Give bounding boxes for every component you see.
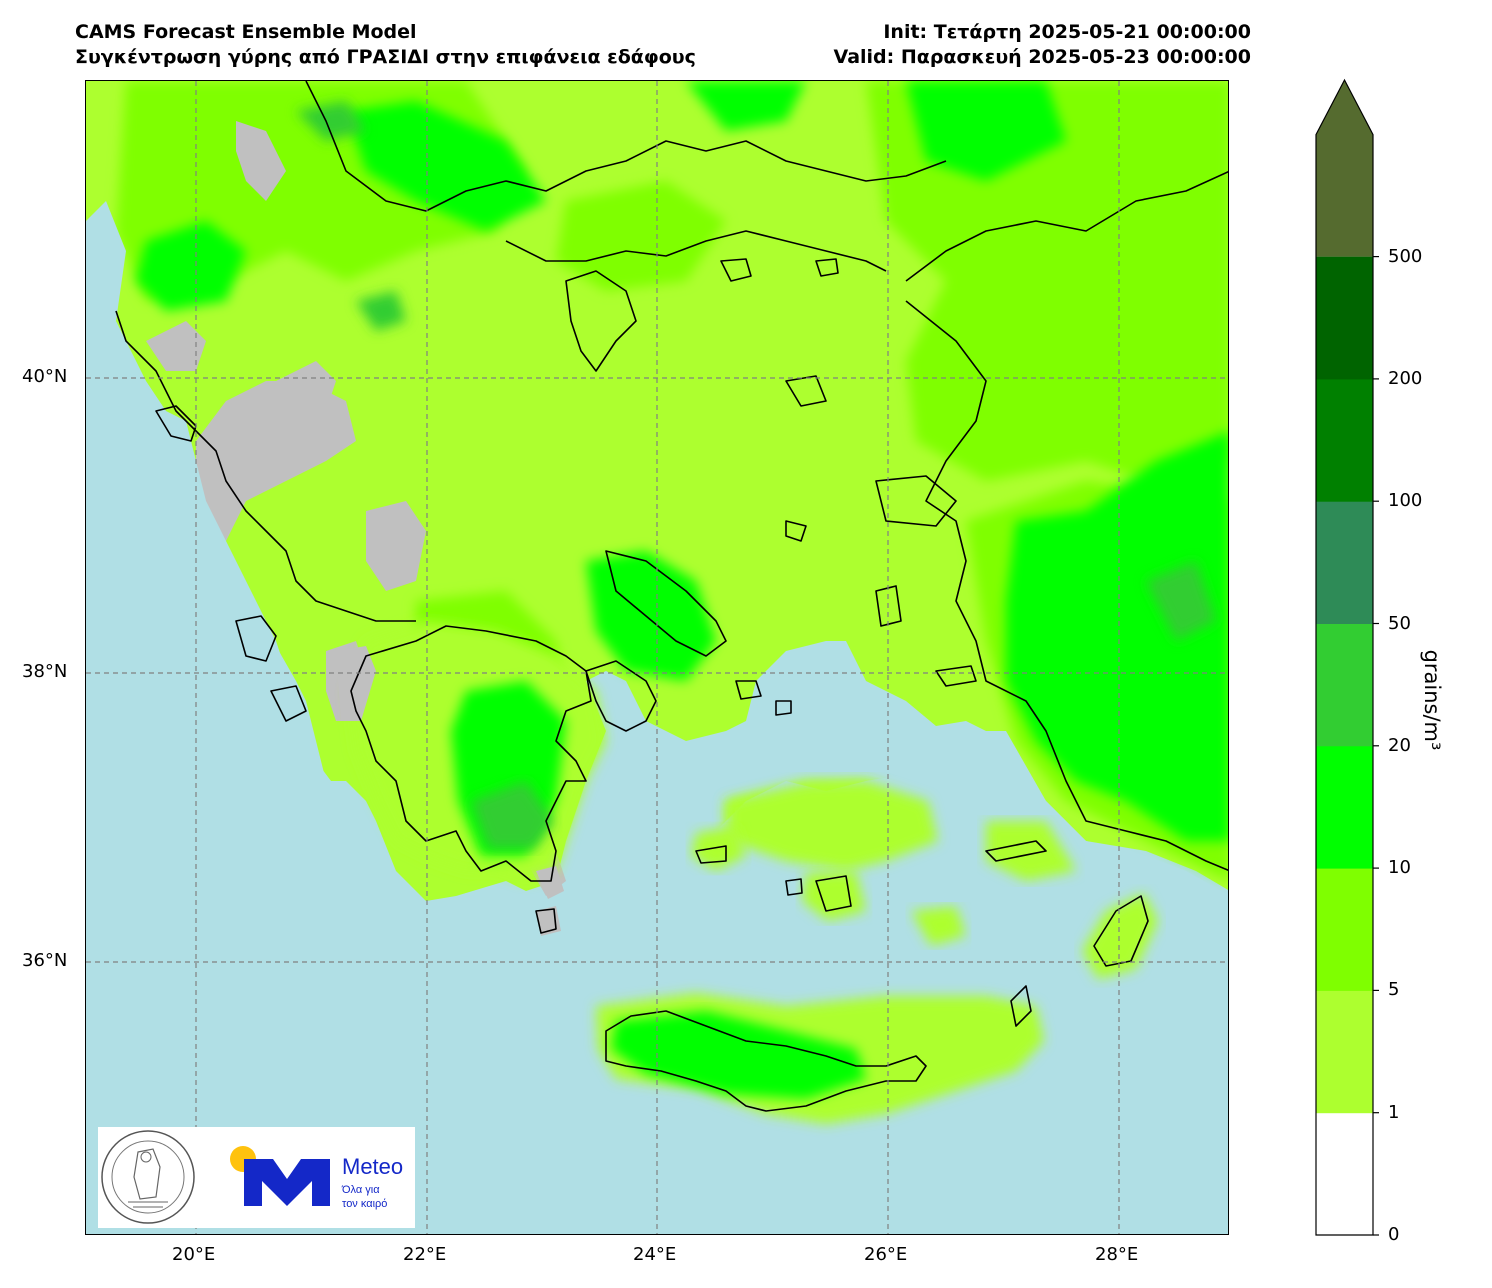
corfu-coast	[155, 405, 197, 442]
samos-coast	[935, 665, 977, 687]
pollen-concentration-field	[86, 81, 1228, 1234]
lon-label-20e: 20°E	[172, 1244, 216, 1265]
colorbar-bin-20-50	[1316, 623, 1373, 747]
thassos-coast	[720, 258, 752, 282]
colorbar-unit-label: grains/m³	[1420, 649, 1444, 751]
kos-coast	[985, 840, 1047, 862]
colorbar-bin-100-200	[1316, 378, 1373, 502]
colorbar-bin-5-10	[1316, 868, 1373, 991]
valid-time: Valid: Παρασκευή 2025-05-23 00:00:00	[833, 46, 1251, 68]
paros-coast	[785, 878, 803, 896]
colorbar-tick-label: 50	[1388, 612, 1411, 634]
colorbar-outline	[1315, 78, 1374, 1236]
tinos-coast	[775, 700, 792, 716]
turkey-coast	[905, 171, 1228, 872]
andros-coast	[735, 680, 762, 700]
lon-label-22e: 22°E	[403, 1244, 447, 1265]
colorbar-bin-200-500	[1316, 256, 1373, 380]
colorbar-extension-over-500	[1316, 80, 1373, 257]
colorbar-bin-0-1	[1316, 1112, 1373, 1236]
observatory-seal-logo	[101, 1130, 195, 1224]
attica-coast	[585, 660, 657, 732]
product-subtitle: Συγκέντρωση γύρης από ΓΡΑΣΙΔΙ στην επιφά…	[75, 46, 696, 68]
karpathos-coast	[1010, 985, 1032, 1027]
milos-coast	[695, 845, 727, 864]
colorbar-tick-label: 100	[1388, 490, 1423, 512]
coastlines	[115, 81, 1228, 1112]
kythira-coast	[535, 908, 557, 934]
meteo-brand-name: Meteo	[342, 1154, 404, 1179]
colorbar-tick-label: 0	[1388, 1224, 1400, 1245]
kefalonia-coast	[235, 615, 277, 662]
init-time: Init: Τετάρτη 2025-05-21 00:00:00	[883, 21, 1251, 43]
lon-label-28e: 28°E	[1095, 1244, 1139, 1265]
colorbar-tick-label: 5	[1388, 979, 1400, 1001]
logo-panel: Meteo Όλα για τον καιρό	[98, 1127, 415, 1228]
colorbar-bin-1-5	[1316, 990, 1373, 1114]
crete-coast	[605, 1010, 927, 1112]
colorbar-tick-label: 500	[1388, 245, 1423, 267]
lat-label-40n: 40°N	[22, 366, 68, 387]
thrace-border	[305, 81, 947, 212]
lon-label-24e: 24°E	[633, 1244, 677, 1265]
meteo-tagline-2: τον καιρό	[342, 1198, 388, 1210]
meteo-tagline-1: Όλα για	[342, 1184, 380, 1196]
ionian-sea	[86, 201, 1228, 1234]
pollen-map	[85, 80, 1229, 1235]
southern-land	[336, 621, 1158, 1124]
skyros-coast	[785, 520, 807, 542]
rhodes-coast	[1093, 895, 1149, 967]
lat-label-36n: 36°N	[22, 950, 68, 971]
samothraki-coast	[815, 258, 839, 277]
naxos-coast	[815, 875, 852, 912]
graticule	[86, 81, 1228, 1234]
lon-label-26e: 26°E	[864, 1244, 908, 1265]
euboea-coast	[605, 550, 727, 657]
colorbar-tick-label: 10	[1388, 857, 1411, 879]
western-coast	[115, 310, 416, 622]
lat-label-38n: 38°N	[22, 661, 68, 682]
chios-coast	[875, 585, 902, 627]
zakynthos-coast	[270, 685, 307, 722]
colorbar-tick-label: 200	[1388, 367, 1423, 389]
chalkidiki-coast	[565, 270, 637, 372]
no-data-land	[146, 121, 566, 936]
colorbar-bin-10-20	[1316, 745, 1373, 869]
peloponnese-coast	[350, 625, 592, 882]
northern-coast	[505, 230, 887, 272]
colorbar-bin-50-100	[1316, 501, 1373, 624]
model-title: CAMS Forecast Ensemble Model	[75, 21, 417, 43]
colorbar-tick-label: 20	[1388, 734, 1411, 756]
meteo-m-logo	[244, 1159, 330, 1206]
colorbar-tick-label: 1	[1388, 1101, 1400, 1123]
